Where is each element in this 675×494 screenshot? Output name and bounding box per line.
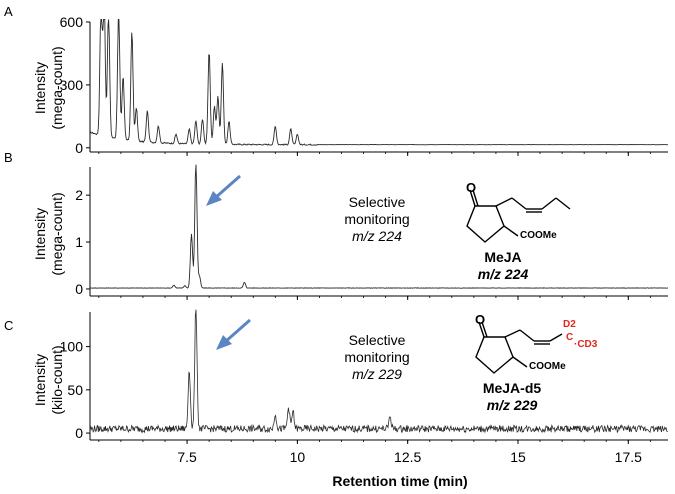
panel-b-arrow-shaft <box>214 174 241 200</box>
panel-c-annotation-line1: Selective <box>349 332 406 348</box>
panel-b-ylabel-line2: (mega-count) <box>49 192 65 275</box>
x-tick-label: 15 <box>510 449 526 465</box>
y-tick-label: 2 <box>75 187 83 203</box>
panel-a-y-ticks: 0 300 600 <box>60 14 90 156</box>
meja-d5-cd3-label: ·CD3 <box>574 339 598 350</box>
meja-ketone-o: O <box>466 180 476 195</box>
meja-d5-c-label: C <box>566 332 573 343</box>
panel-c-annotation-line3: m/z 229 <box>352 366 402 382</box>
y-tick-label: 0 <box>75 425 83 441</box>
panel-b-label: B <box>4 150 13 165</box>
panel-b-ylabel-line1: Intensity <box>32 208 48 260</box>
y-tick-label: 0 <box>75 140 83 156</box>
panel-b-trace <box>89 164 669 289</box>
y-tick-label: 300 <box>60 77 84 93</box>
meja-d5-compound-name: MeJA-d5 <box>483 380 542 396</box>
x-axis-label: Retention time (min) <box>332 473 467 489</box>
panel-c-annotation-line2: monitoring <box>344 349 409 365</box>
y-tick-label: 1 <box>75 234 83 250</box>
panel-c-ylabel-line2: (kilo-count) <box>49 345 65 414</box>
y-tick-label: 600 <box>60 14 84 30</box>
panel-c-arrow-icon <box>216 335 232 350</box>
panel-b-annotation-line1: Selective <box>349 194 406 210</box>
meja-structure-icon <box>466 189 571 243</box>
meja-d5-cooMe-label: COOMe <box>529 361 566 372</box>
panel-c: C Intensity (kilo-count) 0 50 100 Selectiv… <box>4 309 669 441</box>
meja-d5-structure-icon <box>475 321 563 374</box>
x-tick-label: 10 <box>290 449 306 465</box>
panel-c-label: C <box>4 318 13 333</box>
y-tick-label: 100 <box>60 339 84 355</box>
panel-a-ylabel-line2: (mega-count) <box>49 46 65 129</box>
x-axis-ticks: 7.5 10 12.5 15 17.5 <box>98 152 651 465</box>
meja-cooMe-label: COOMe <box>520 230 557 241</box>
meja-d5-compound-mz: m/z 229 <box>487 397 538 413</box>
meja-d5-d2-label: D2 <box>563 319 576 330</box>
panel-b-y-ticks: 0 1 2 <box>75 187 90 297</box>
y-tick-label: 0 <box>75 281 83 297</box>
panel-a-ylabel-line1: Intensity <box>32 62 48 114</box>
x-tick-label: 12.5 <box>394 449 421 465</box>
meja-compound-name: MeJA <box>484 249 521 265</box>
x-tick-label: 7.5 <box>177 449 197 465</box>
x-tick-label: 17.5 <box>615 449 642 465</box>
panel-a: A Intensity (mega-count) 0 300 600 <box>4 4 669 156</box>
panel-a-label: A <box>4 4 13 19</box>
panel-c-y-ticks: 0 50 100 <box>60 339 90 441</box>
panel-b: B Intensity (mega-count) 0 1 2 Selective m… <box>4 150 669 297</box>
panel-b-annotation-line2: monitoring <box>344 211 409 227</box>
panel-b-arrow-icon <box>206 191 222 206</box>
panel-b-annotation-line3: m/z 224 <box>352 228 402 244</box>
panel-a-trace <box>89 19 669 146</box>
panel-c-arrow-shaft <box>224 318 251 344</box>
panel-c-ylabel-line1: Intensity <box>32 354 48 406</box>
y-tick-label: 50 <box>67 382 83 398</box>
meja-d5-ketone-o: O <box>475 312 485 327</box>
panel-c-trace <box>89 309 669 434</box>
meja-compound-mz: m/z 224 <box>478 266 529 282</box>
